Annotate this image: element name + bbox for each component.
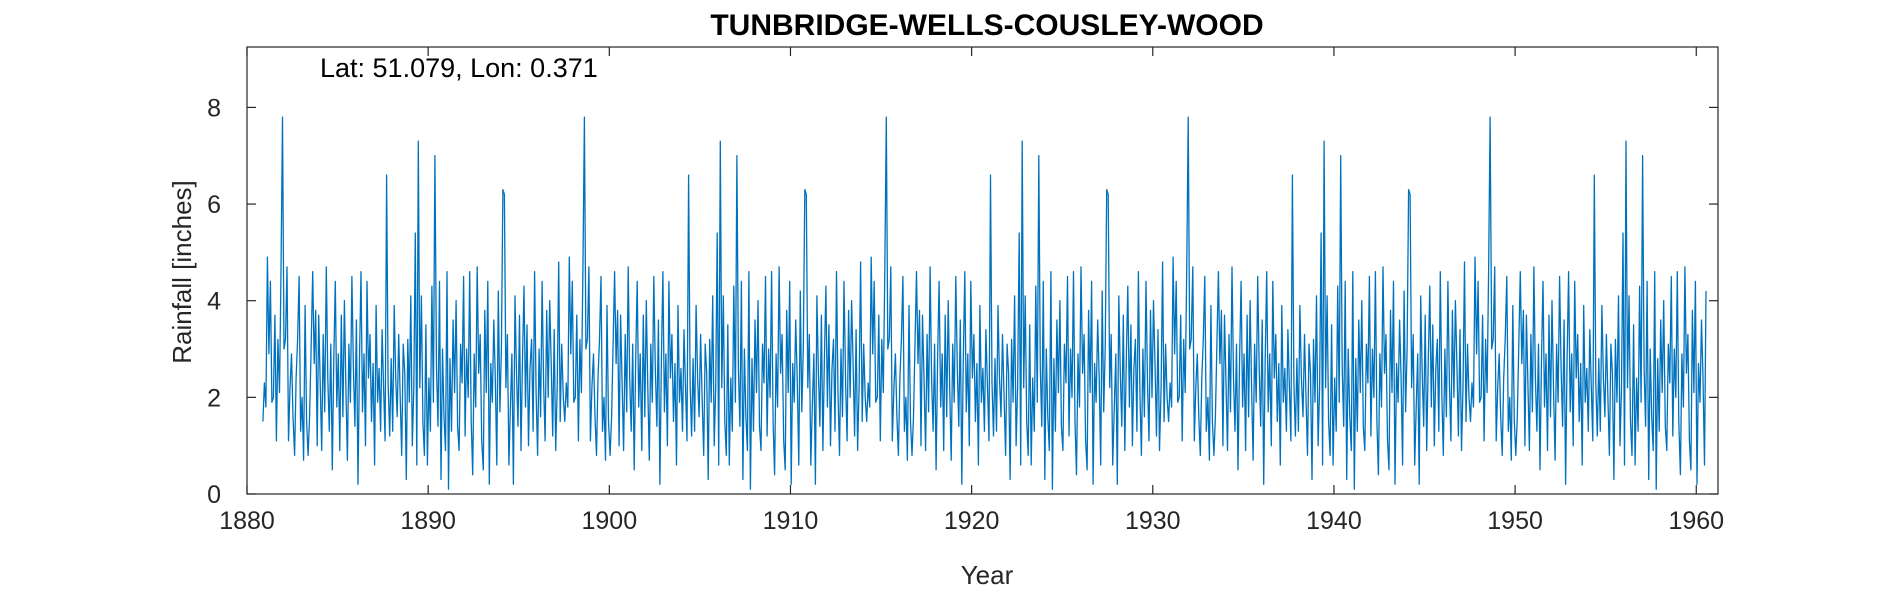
plot-area-frame [246,46,1719,495]
y-tick-label: 4 [207,288,221,316]
location-annotation: Lat: 51.079, Lon: 0.371 [320,53,598,83]
x-axis-label: Year [961,560,1014,590]
y-tick-label: 6 [207,191,221,219]
y-tick-label: 2 [207,384,221,412]
x-tick-label: 1880 [219,507,275,535]
y-axis-label: Rainfall [inches] [167,180,197,364]
chart-title: TUNBRIDGE-WELLS-COUSLEY-WOOD [710,9,1263,42]
y-tick-label: 0 [207,481,221,509]
x-tick-label: 1900 [582,507,638,535]
y-tick-label: 8 [207,94,221,122]
x-tick-label: 1960 [1668,507,1724,535]
axis-ticks [246,47,1718,495]
x-tick-label: 1940 [1306,507,1362,535]
x-tick-label: 1920 [944,507,1000,535]
x-tick-label: 1890 [400,507,456,535]
series-line-rainfall [262,116,1707,490]
x-tick-label: 1930 [1125,507,1181,535]
x-tick-label: 1950 [1487,507,1543,535]
tick-labels: 1880 1890 1900 1910 1920 1930 1940 1950 1960 0 2 4 6… [207,94,1724,535]
x-tick-label: 1910 [763,507,819,535]
